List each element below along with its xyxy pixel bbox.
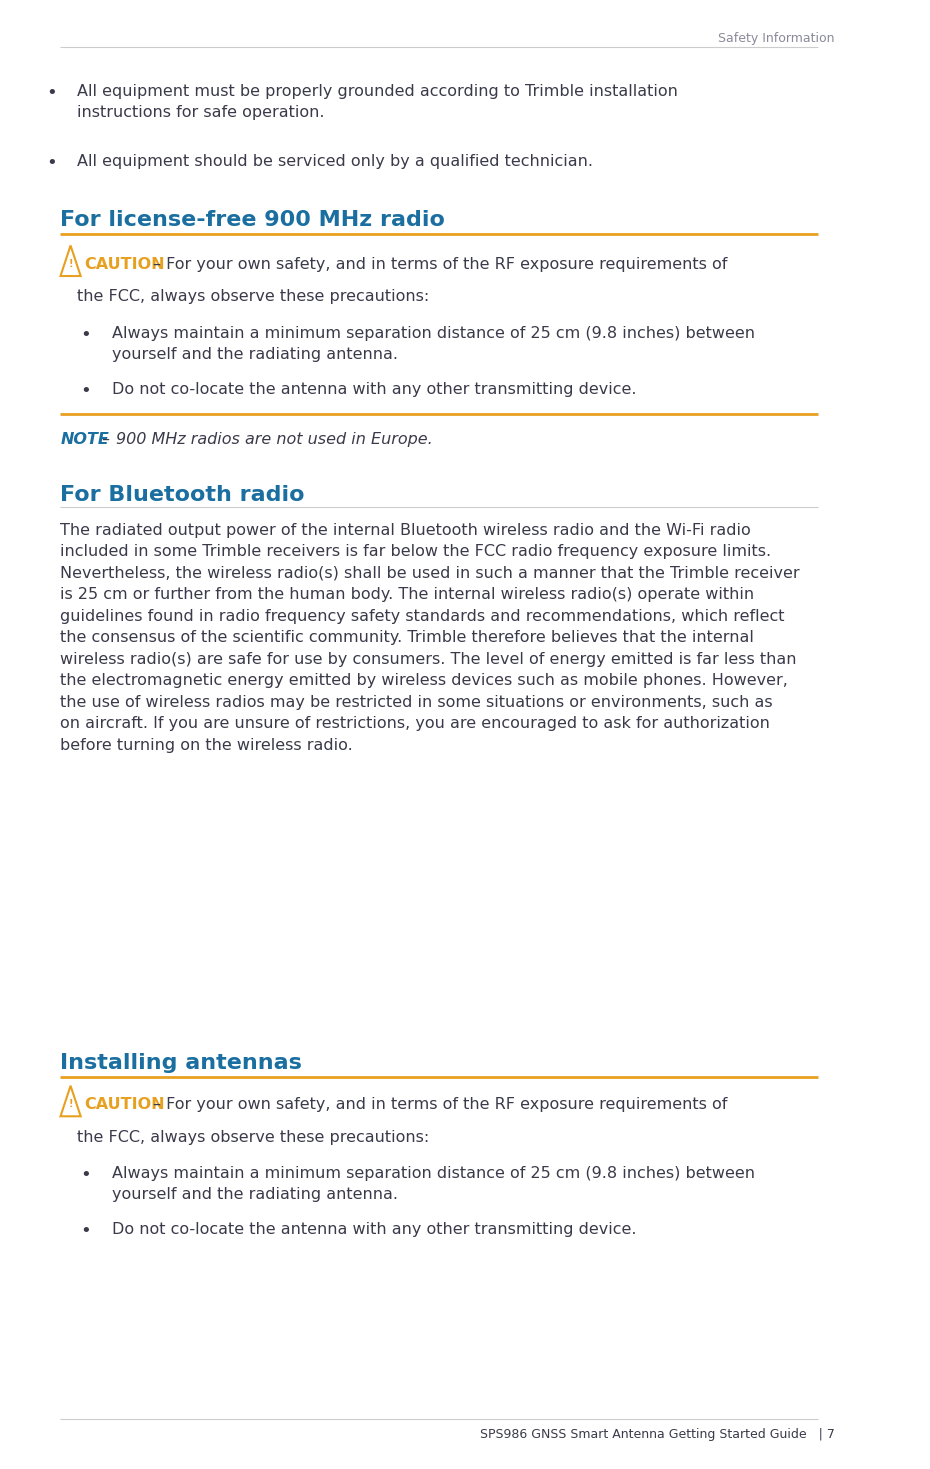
Text: SPS986 GNSS Smart Antenna Getting Started Guide   | 7: SPS986 GNSS Smart Antenna Getting Starte… [480,1428,835,1441]
Text: For license-free 900 MHz radio: For license-free 900 MHz radio [60,210,445,231]
Text: •: • [46,84,57,101]
Text: – For your own safety, and in terms of the RF exposure requirements of: – For your own safety, and in terms of t… [153,1097,727,1112]
Text: •: • [81,1222,91,1240]
Text: –: – [101,432,110,447]
Text: •: • [46,154,57,172]
Text: Safety Information: Safety Information [718,32,835,46]
Text: The radiated output power of the internal Bluetooth wireless radio and the Wi-Fi: The radiated output power of the interna… [60,523,800,752]
Text: Installing antennas: Installing antennas [60,1053,302,1074]
Text: the FCC, always observe these precautions:: the FCC, always observe these precaution… [77,289,430,304]
Text: Do not co-locate the antenna with any other transmitting device.: Do not co-locate the antenna with any ot… [112,1222,636,1237]
Text: All equipment must be properly grounded according to Trimble installation
instru: All equipment must be properly grounded … [77,84,678,120]
Text: •: • [81,382,91,400]
Text: !: ! [68,259,73,269]
Text: CAUTION: CAUTION [85,1097,165,1112]
Text: Do not co-locate the antenna with any other transmitting device.: Do not co-locate the antenna with any ot… [112,382,636,397]
Text: – For your own safety, and in terms of the RF exposure requirements of: – For your own safety, and in terms of t… [153,257,727,272]
Text: NOTE: NOTE [60,432,109,447]
Text: Always maintain a minimum separation distance of 25 cm (9.8 inches) between
your: Always maintain a minimum separation dis… [112,326,755,363]
Text: 900 MHz radios are not used in Europe.: 900 MHz radios are not used in Europe. [116,432,433,447]
Text: !: ! [68,1099,73,1109]
Text: the FCC, always observe these precautions:: the FCC, always observe these precaution… [77,1130,430,1144]
Text: All equipment should be serviced only by a qualified technician.: All equipment should be serviced only by… [77,154,593,169]
Text: CAUTION: CAUTION [85,257,165,272]
Text: •: • [81,1166,91,1184]
Text: For Bluetooth radio: For Bluetooth radio [60,485,305,505]
Text: •: • [81,326,91,344]
Text: Always maintain a minimum separation distance of 25 cm (9.8 inches) between
your: Always maintain a minimum separation dis… [112,1166,755,1203]
